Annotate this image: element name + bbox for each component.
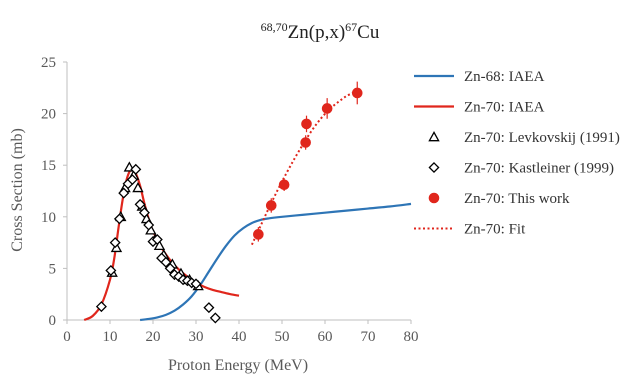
legend-label: Zn-70: Fit: [464, 222, 526, 238]
x-tick-label: 0: [63, 329, 71, 345]
x-tick-label: 60: [318, 329, 333, 345]
legend-label: Zn-70: This work: [464, 191, 570, 207]
y-tick-label: 5: [49, 261, 57, 277]
y-tick-label: 10: [41, 210, 56, 226]
data-point: [113, 213, 125, 225]
legend-item-2: Zn-70: Levkovskij (1991): [428, 130, 620, 146]
legend-item-1: Zn-70: IAEA: [414, 100, 545, 116]
legend: Zn-68: IAEA Zn-70: IAEA Zn-70: Levkovskij …: [414, 69, 620, 238]
y-tick-label: 0: [49, 313, 57, 329]
legend-swatch-marker: [428, 161, 440, 174]
y-tick-label: 20: [41, 107, 56, 123]
series-5: [250, 88, 360, 246]
data-point: [153, 239, 166, 251]
data-point: [164, 262, 176, 274]
data-point: [109, 237, 121, 249]
y-tick-label: 25: [41, 55, 56, 71]
data-point: [209, 312, 221, 324]
series-layer: [83, 81, 412, 324]
data-point: [105, 264, 117, 276]
x-tick-label: 40: [232, 329, 247, 345]
chart-title: 68,70Zn(p,x)67Cu: [261, 20, 380, 43]
title-main-text: Zn(p,x): [288, 22, 346, 43]
series-4: [253, 81, 363, 242]
series-line: [139, 202, 412, 322]
x-tick-label: 70: [361, 329, 376, 345]
data-point: [151, 233, 163, 246]
data-point: [190, 278, 202, 290]
x-tick-label: 20: [146, 329, 161, 345]
legend-label: Zn-70: Kastleiner (1999): [464, 161, 614, 177]
x-axis-label: Proton Energy (MeV): [168, 357, 308, 374]
y-tick-label: 15: [41, 158, 56, 174]
data-point: [132, 181, 144, 193]
x-tick-label: 10: [103, 329, 118, 345]
legend-label: Zn-70: IAEA: [464, 100, 545, 116]
data-point: [138, 207, 150, 219]
data-point: [143, 219, 155, 231]
legend-item-0: Zn-68: IAEA: [414, 69, 545, 85]
legend-swatch-marker: [428, 192, 440, 204]
title-suffix-text: Cu: [357, 22, 380, 43]
data-point: [118, 187, 130, 199]
data-point: [130, 163, 142, 175]
data-point: [253, 229, 264, 240]
data-point: [95, 301, 107, 313]
data-point: [278, 179, 290, 191]
x-tick-label: 50: [275, 329, 290, 345]
title-prefix-superscript: 68,70: [261, 20, 288, 34]
legend-item-4: Zn-70: This work: [428, 191, 570, 207]
data-point: [160, 256, 172, 268]
y-axis-label: Cross Section (mb): [9, 128, 26, 252]
legend-item-3: Zn-70: Kastleiner (1999): [428, 161, 614, 177]
data-point: [265, 200, 277, 211]
data-point: [321, 103, 333, 114]
x-tick-label: 80: [404, 329, 419, 345]
axes: 0 10 20 30 40 50 60 70 80 0 5 10 15 20 25: [41, 55, 419, 345]
series-fit-line: [250, 88, 360, 246]
legend-label: Zn-68: IAEA: [464, 69, 545, 85]
data-point: [126, 174, 138, 186]
title-mid-superscript: 67: [345, 20, 357, 34]
legend-swatch-marker: [428, 131, 440, 142]
data-point: [301, 118, 312, 130]
svg-text:68,70Zn(p,x)67Cu: 68,70Zn(p,x)67Cu: [261, 20, 380, 43]
data-point: [351, 87, 363, 99]
data-point: [110, 241, 123, 253]
data-point: [203, 302, 215, 314]
legend-label: Zn-70: Levkovskij (1991): [464, 130, 620, 146]
series-0: [139, 202, 412, 322]
legend-item-5: Zn-70: Fit: [414, 222, 526, 238]
x-tick-label: 30: [189, 329, 204, 345]
data-point: [134, 198, 146, 210]
series-2: [106, 161, 204, 291]
series-3: [95, 163, 221, 324]
data-point: [300, 137, 311, 148]
